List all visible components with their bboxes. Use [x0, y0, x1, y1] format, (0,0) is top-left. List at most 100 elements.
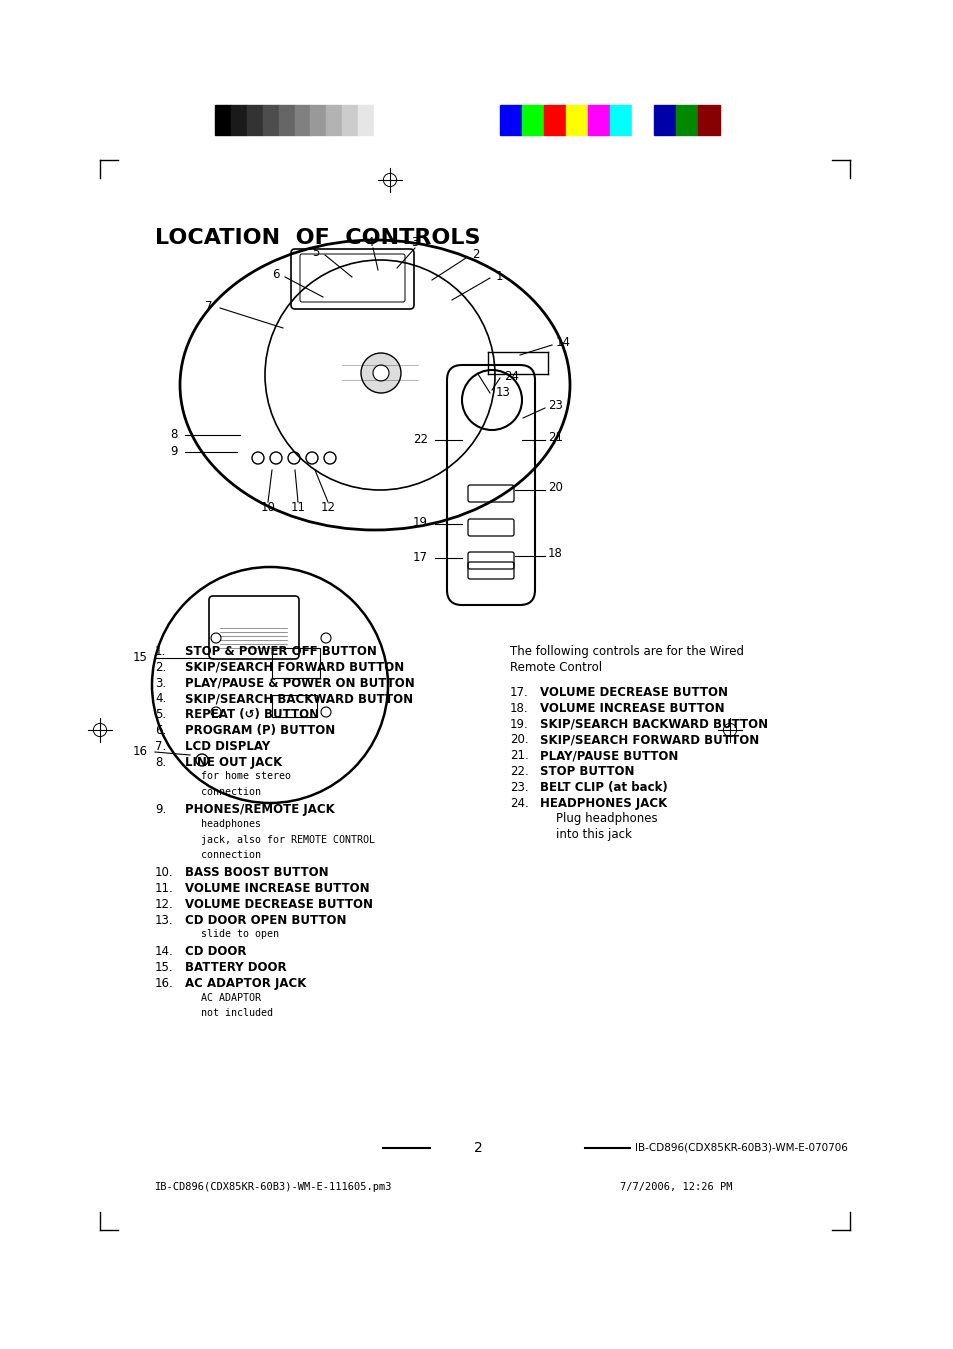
Text: 1: 1 [496, 270, 503, 282]
Text: 7.: 7. [154, 739, 166, 753]
Bar [654, 105, 676, 135]
Circle shape [360, 353, 400, 393]
Text: IB-CD896(CDX85KR-60B3)-WM-E-070706: IB-CD896(CDX85KR-60B3)-WM-E-070706 [635, 1143, 847, 1153]
Text: 16: 16 [132, 746, 148, 758]
Bar [676, 105, 698, 135]
Text: VOLUME INCREASE BUTTON: VOLUME INCREASE BUTTON [539, 701, 724, 715]
Bar [247, 105, 262, 135]
Bar [374, 105, 390, 135]
Text: 20.: 20. [510, 734, 528, 746]
Text: PLAY/PAUSE BUTTON: PLAY/PAUSE BUTTON [539, 749, 678, 762]
Text: 20: 20 [547, 482, 562, 495]
Text: 21: 21 [547, 432, 562, 445]
Text: 17: 17 [413, 552, 428, 564]
Text: BASS BOOST BUTTON: BASS BOOST BUTTON [185, 866, 328, 880]
Text: 13.: 13. [154, 913, 173, 927]
Text: 3.: 3. [154, 677, 166, 689]
Text: for home stereo: for home stereo [201, 772, 291, 781]
Text: 13: 13 [496, 387, 511, 399]
Text: 22.: 22. [510, 765, 528, 778]
Bar [326, 105, 342, 135]
Text: CD DOOR: CD DOOR [185, 946, 246, 958]
Text: PHONES/REMOTE JACK: PHONES/REMOTE JACK [185, 803, 335, 816]
Text: 16.: 16. [154, 977, 173, 990]
Text: 14.: 14. [154, 946, 173, 958]
Text: 2.: 2. [154, 661, 166, 673]
Text: 6.: 6. [154, 724, 166, 737]
Text: 8: 8 [171, 429, 178, 441]
Text: not included: not included [201, 1009, 273, 1018]
Bar [499, 105, 521, 135]
Text: connection: connection [201, 850, 261, 861]
Text: connection: connection [201, 788, 261, 797]
Text: 24.: 24. [510, 797, 528, 809]
Text: 5: 5 [313, 247, 319, 259]
Text: AC ADAPTOR: AC ADAPTOR [201, 993, 261, 1002]
Text: VOLUME INCREASE BUTTON: VOLUME INCREASE BUTTON [185, 882, 369, 894]
Text: 9.: 9. [154, 803, 166, 816]
Text: 1.: 1. [154, 645, 166, 658]
Text: 8.: 8. [154, 755, 166, 769]
Text: 17.: 17. [510, 687, 528, 699]
Text: slide to open: slide to open [201, 929, 278, 939]
Text: 15: 15 [133, 652, 148, 665]
Text: AC ADAPTOR JACK: AC ADAPTOR JACK [185, 977, 306, 990]
Text: SKIP/SEARCH BACKWARD BUTTON: SKIP/SEARCH BACKWARD BUTTON [185, 692, 413, 706]
Bar [272, 695, 316, 718]
Bar [278, 105, 294, 135]
Bar [543, 105, 565, 135]
Text: 12: 12 [320, 502, 335, 514]
Text: 23.: 23. [510, 781, 528, 793]
Text: VOLUME DECREASE BUTTON: VOLUME DECREASE BUTTON [539, 687, 727, 699]
Text: headphones: headphones [201, 819, 261, 828]
Bar [587, 105, 609, 135]
Text: REPEAT (↺) BUTTON: REPEAT (↺) BUTTON [185, 708, 319, 722]
Text: 9: 9 [171, 445, 178, 459]
Text: VOLUME DECREASE BUTTON: VOLUME DECREASE BUTTON [185, 898, 373, 911]
Bar [631, 105, 654, 135]
Text: 7: 7 [205, 301, 213, 313]
Text: 21.: 21. [510, 749, 528, 762]
Text: jack, also for REMOTE CONTROL: jack, also for REMOTE CONTROL [201, 835, 375, 844]
Text: 11.: 11. [154, 882, 173, 894]
Text: Remote Control: Remote Control [510, 661, 601, 673]
Bar [521, 105, 543, 135]
Text: SKIP/SEARCH FORWARD BUTTON: SKIP/SEARCH FORWARD BUTTON [539, 734, 759, 746]
Text: 12.: 12. [154, 898, 173, 911]
Text: 5.: 5. [154, 708, 166, 722]
Bar [231, 105, 247, 135]
Text: 22: 22 [413, 433, 428, 447]
Text: LINE OUT JACK: LINE OUT JACK [185, 755, 282, 769]
Text: The following controls are for the Wired: The following controls are for the Wired [510, 645, 743, 658]
Text: 18: 18 [547, 548, 562, 560]
Text: 2: 2 [473, 1141, 482, 1155]
Text: 19.: 19. [510, 718, 528, 731]
Text: 24: 24 [503, 371, 518, 383]
Bar [609, 105, 631, 135]
Text: 4: 4 [366, 236, 374, 248]
Text: 19: 19 [413, 517, 428, 530]
Text: BATTERY DOOR: BATTERY DOOR [185, 960, 286, 974]
Text: LCD DISPLAY: LCD DISPLAY [185, 739, 270, 753]
Text: Plug headphones: Plug headphones [556, 812, 657, 826]
Text: 15.: 15. [154, 960, 173, 974]
Bar [272, 648, 319, 679]
Text: 6: 6 [273, 268, 280, 282]
Text: 10: 10 [260, 502, 275, 514]
Text: LOCATION  OF  CONTROLS: LOCATION OF CONTROLS [154, 228, 480, 248]
Text: 14: 14 [556, 336, 571, 349]
Text: 10.: 10. [154, 866, 173, 880]
Text: STOP BUTTON: STOP BUTTON [539, 765, 634, 778]
Text: IB-CD896(CDX85KR-60B3)-WM-E-111605.pm3: IB-CD896(CDX85KR-60B3)-WM-E-111605.pm3 [154, 1182, 392, 1193]
Bar [357, 105, 374, 135]
Text: into this jack: into this jack [556, 828, 631, 842]
Text: HEADPHONES JACK: HEADPHONES JACK [539, 797, 666, 809]
Text: STOP & POWER OFF BUTTON: STOP & POWER OFF BUTTON [185, 645, 376, 658]
Bar [310, 105, 326, 135]
Bar [294, 105, 310, 135]
Text: 7/7/2006, 12:26 PM: 7/7/2006, 12:26 PM [619, 1182, 732, 1193]
Text: 2: 2 [472, 248, 479, 262]
Text: PROGRAM (P) BUTTON: PROGRAM (P) BUTTON [185, 724, 335, 737]
Text: SKIP/SEARCH BACKWARD BUTTON: SKIP/SEARCH BACKWARD BUTTON [539, 718, 767, 731]
Bar [214, 105, 231, 135]
